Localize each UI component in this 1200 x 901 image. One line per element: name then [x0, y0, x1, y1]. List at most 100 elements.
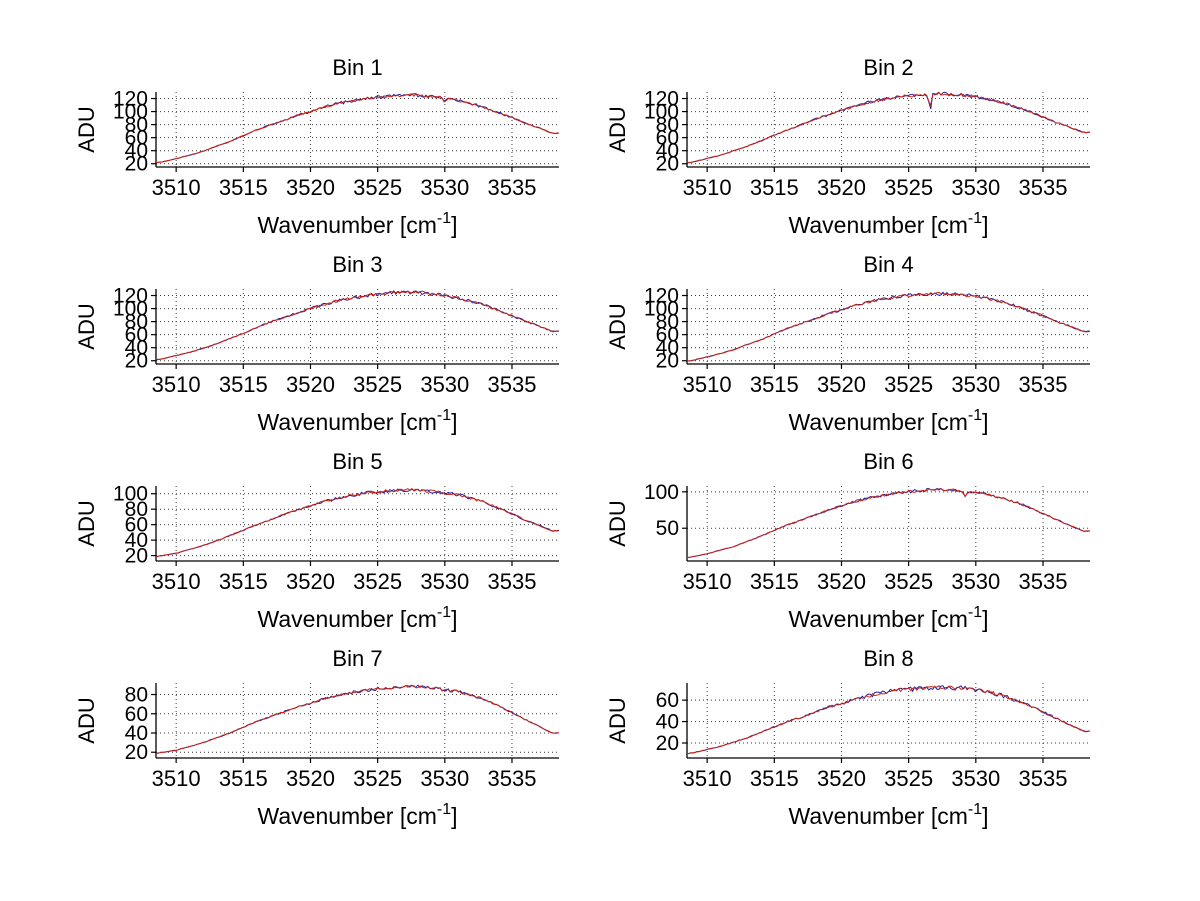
- x-tick-label: 3530: [951, 372, 1000, 397]
- x-tick-label: 3525: [884, 175, 933, 200]
- subplot-title: Bin 6: [863, 449, 913, 474]
- y-tick-label: 20: [656, 153, 679, 176]
- subplot-title: Bin 3: [332, 252, 382, 277]
- x-tick-label: 3525: [353, 766, 402, 791]
- y-tick-label: 80: [656, 114, 679, 137]
- x-tick-label: 3520: [286, 175, 335, 200]
- x-tick-label: 3530: [420, 766, 469, 791]
- x-tick-label: 3525: [884, 766, 933, 791]
- fit-line: [686, 91, 1091, 164]
- x-tick-label: 3510: [152, 175, 201, 200]
- data-line: [155, 289, 560, 361]
- y-tick-label: 20: [125, 153, 148, 176]
- y-tick-label: 60: [125, 514, 148, 537]
- x-tick-label: 3525: [353, 372, 402, 397]
- subplot-bin-3: 3510 3515 3520 3525 3530 3535 20 40 60 80 100 120 Bi…: [0, 242, 640, 442]
- y-tick-label: 20: [125, 545, 148, 568]
- x-tick-label: 3515: [750, 175, 799, 200]
- y-tick-label: 60: [125, 324, 148, 347]
- x-tick-label: 3530: [951, 175, 1000, 200]
- x-axis-label: Wavenumber [cm-1]: [789, 407, 989, 435]
- y-tick-label: 100: [644, 298, 679, 321]
- subplot-bin-8: 3510 3515 3520 3525 3530 3535 20 40 60 Bin 8 ADU Wa…: [531, 636, 1171, 836]
- y-tick-label: 40: [656, 711, 679, 734]
- x-tick-label: 3525: [353, 569, 402, 594]
- x-axis-label: Wavenumber [cm-1]: [258, 604, 458, 632]
- y-tick-label: 60: [125, 127, 148, 150]
- y-axis-label: ADU: [605, 500, 630, 546]
- x-tick-label: 3520: [286, 766, 335, 791]
- x-tick-label: 3520: [286, 569, 335, 594]
- y-tick-label: 80: [125, 114, 148, 137]
- y-tick-label: 20: [656, 350, 679, 373]
- y-axis-label: ADU: [74, 697, 99, 743]
- x-tick-label: 3515: [219, 372, 268, 397]
- y-tick-label: 120: [113, 88, 148, 111]
- subplot-bin-4: 3510 3515 3520 3525 3530 3535 20 40 60 80 100 120 Bi…: [531, 242, 1171, 442]
- x-axis-label: Wavenumber [cm-1]: [258, 210, 458, 238]
- x-tick-label: 3515: [750, 766, 799, 791]
- y-tick-label: 20: [125, 741, 148, 764]
- x-tick-label: 3520: [817, 569, 866, 594]
- y-tick-label: 80: [656, 311, 679, 334]
- y-tick-label: 100: [644, 101, 679, 124]
- x-tick-label: 3515: [219, 175, 268, 200]
- y-tick-label: 40: [125, 337, 148, 360]
- data-line: [687, 487, 1091, 558]
- subplot-title: Bin 5: [332, 449, 382, 474]
- x-tick-label: 3510: [683, 372, 732, 397]
- y-axis-label: ADU: [74, 500, 99, 546]
- y-tick-label: 60: [656, 127, 679, 150]
- y-tick-label: 80: [125, 311, 148, 334]
- x-tick-label: 3530: [420, 569, 469, 594]
- data-line: [687, 91, 1091, 164]
- x-tick-label: 3530: [420, 175, 469, 200]
- y-tick-label: 50: [656, 517, 679, 540]
- x-tick-label: 3510: [683, 175, 732, 200]
- x-tick-label: 3510: [152, 372, 201, 397]
- x-tick-label: 3535: [1019, 766, 1068, 791]
- x-tick-label: 3515: [750, 372, 799, 397]
- subplot-bin-7: 3510 3515 3520 3525 3530 3535 20 40 60 80 Bin 7 ADU…: [0, 636, 640, 836]
- x-axis-label: Wavenumber [cm-1]: [258, 407, 458, 435]
- y-tick-label: 100: [644, 481, 679, 504]
- x-tick-label: 3520: [817, 175, 866, 200]
- x-tick-label: 3525: [353, 175, 402, 200]
- y-tick-label: 100: [113, 483, 148, 506]
- y-tick-label: 80: [125, 498, 148, 521]
- y-tick-label: 40: [125, 140, 148, 163]
- x-tick-label: 3520: [817, 372, 866, 397]
- fit-line: [686, 291, 1091, 362]
- x-tick-label: 3510: [683, 766, 732, 791]
- x-tick-label: 3530: [420, 372, 469, 397]
- y-tick-label: 20: [656, 732, 679, 755]
- x-tick-label: 3535: [488, 569, 537, 594]
- x-tick-label: 3535: [1019, 569, 1068, 594]
- x-tick-label: 3525: [884, 569, 933, 594]
- bin-6-chart: 3510 3515 3520 3525 3530 3535 50 100 Bin 6 ADU Wav…: [605, 449, 1091, 632]
- x-axis-label: Wavenumber [cm-1]: [789, 604, 989, 632]
- y-tick-label: 60: [656, 324, 679, 347]
- x-tick-label: 3510: [152, 569, 201, 594]
- y-tick-label: 100: [113, 298, 148, 321]
- y-axis-label: ADU: [605, 697, 630, 743]
- y-tick-label: 40: [125, 722, 148, 745]
- subplot-bin-2: 3510 3515 3520 3525 3530 3535 20 40 60 80 100 120 Bi…: [531, 45, 1171, 245]
- y-tick-label: 40: [656, 337, 679, 360]
- subplot-title: Bin 2: [863, 55, 913, 80]
- y-axis-label: ADU: [74, 106, 99, 152]
- y-tick-label: 120: [644, 88, 679, 111]
- y-tick-label: 60: [125, 703, 148, 726]
- subplot-title: Bin 8: [863, 646, 913, 671]
- fit-line: [155, 487, 560, 558]
- x-axis-label: Wavenumber [cm-1]: [789, 801, 989, 829]
- y-tick-label: 80: [125, 684, 148, 707]
- x-tick-label: 3535: [1019, 175, 1068, 200]
